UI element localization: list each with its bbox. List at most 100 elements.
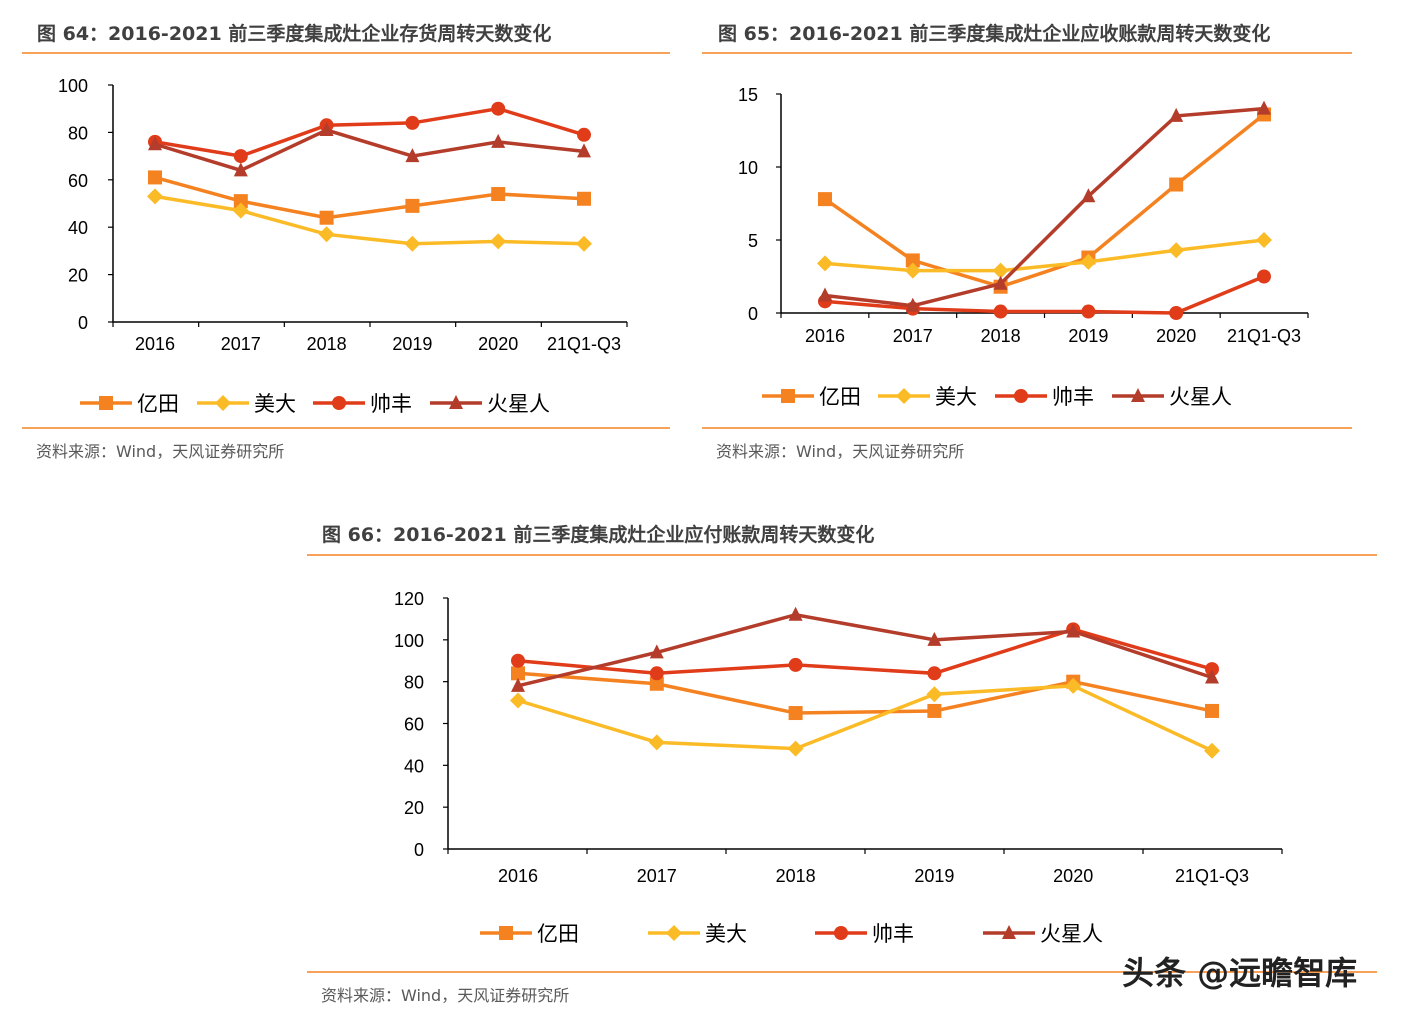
data-point	[1257, 269, 1271, 284]
series-美大	[510, 677, 1220, 759]
data-point	[576, 235, 592, 252]
series-line	[154, 128, 585, 173]
series-line	[154, 175, 585, 220]
chart-3: 图 66：2016-2021 前三季度集成灶企业应付账款周转天数变化资料来源：W…	[307, 523, 1377, 1005]
data-point	[233, 194, 248, 209]
x-tick-label: 2016	[498, 866, 538, 886]
x-tick-label: 2017	[637, 866, 677, 886]
data-point	[649, 644, 664, 659]
legend-marker	[1131, 388, 1145, 402]
data-point	[1204, 742, 1220, 759]
y-tick-label: 40	[404, 756, 424, 776]
legend-label: 美大	[935, 385, 977, 409]
data-point	[648, 734, 665, 751]
series-火星人	[818, 100, 1271, 312]
x-tick-label: 21Q1-Q3	[1175, 866, 1249, 886]
legend-item: 帅丰	[815, 922, 914, 946]
data-point	[1205, 662, 1219, 677]
x-tick-label: 2018	[307, 334, 347, 354]
data-point	[233, 149, 248, 164]
series-line	[517, 612, 1213, 688]
y-tick-label: 60	[404, 715, 424, 735]
legend-label: 美大	[254, 392, 296, 416]
series-美大	[147, 188, 592, 252]
data-point	[404, 235, 421, 252]
y-tick-label: 20	[68, 266, 88, 286]
data-point	[511, 666, 525, 681]
data-point	[1080, 253, 1097, 270]
series-亿田	[511, 666, 1219, 721]
legend-marker	[781, 389, 795, 403]
source-note: 资料来源：Wind，天风证券研究所	[36, 442, 284, 461]
data-point	[904, 262, 921, 279]
data-point	[405, 198, 420, 213]
series-line	[517, 684, 1213, 753]
y-tick-label: 100	[394, 631, 424, 651]
series-line	[517, 627, 1213, 676]
y-tick-label: 80	[68, 123, 88, 143]
data-point	[577, 127, 591, 142]
chart-2: 图 65：2016-2021 前三季度集成灶企业应收账款周转天数变化资料来源：W…	[702, 22, 1352, 461]
data-point	[232, 202, 249, 219]
legend-marker	[449, 395, 463, 409]
y-tick-label: 0	[78, 313, 88, 333]
data-point	[491, 133, 506, 148]
series-火星人	[148, 122, 591, 177]
data-point	[510, 692, 526, 709]
legend-marker	[99, 396, 113, 410]
legend-item: 亿田	[80, 392, 179, 416]
legend-marker	[896, 388, 912, 404]
chart-title: 图 64：2016-2021 前三季度集成灶企业存货周转天数变化	[37, 22, 551, 45]
legend-item: 美大	[648, 922, 747, 946]
data-point	[927, 631, 942, 646]
legend-marker	[1014, 389, 1028, 403]
data-point	[1257, 100, 1271, 115]
data-point	[1081, 188, 1096, 203]
series-line	[824, 238, 1265, 273]
legend-label: 美大	[705, 922, 747, 946]
data-point	[319, 210, 334, 225]
legend-item: 美大	[197, 392, 296, 416]
data-point	[1066, 623, 1081, 638]
data-point	[577, 143, 591, 158]
x-tick-label: 2018	[776, 866, 816, 886]
data-point	[1081, 304, 1096, 319]
data-point	[649, 666, 664, 681]
x-tick-label: 2017	[893, 326, 933, 346]
series-帅丰	[511, 622, 1219, 681]
legend-label: 火星人	[1040, 922, 1103, 946]
data-point	[491, 187, 506, 202]
y-tick-label: 10	[738, 158, 758, 178]
series-line	[154, 194, 585, 246]
data-point	[1205, 669, 1219, 684]
legend-item: 美大	[878, 385, 977, 409]
data-point	[1169, 177, 1184, 192]
y-tick-label: 0	[748, 304, 758, 324]
source-note: 资料来源：Wind，天风证券研究所	[321, 986, 569, 1005]
x-tick-label: 2017	[221, 334, 261, 354]
series-火星人	[511, 606, 1219, 692]
series-line	[517, 671, 1213, 715]
x-tick-label: 2020	[478, 334, 518, 354]
data-point	[318, 226, 335, 243]
data-point	[491, 101, 506, 116]
x-tick-label: 2019	[914, 866, 954, 886]
y-tick-label: 100	[58, 76, 88, 96]
data-point	[1168, 242, 1185, 259]
legend-item: 亿田	[480, 922, 579, 946]
y-tick-label: 80	[404, 673, 424, 693]
data-point	[788, 657, 803, 672]
series-美大	[817, 232, 1272, 279]
series-line	[154, 106, 585, 158]
legend-label: 帅丰	[370, 392, 412, 416]
series-line	[823, 113, 1266, 289]
data-point	[992, 262, 1009, 279]
y-tick-label: 40	[68, 218, 88, 238]
legend-label: 火星人	[487, 392, 550, 416]
legend-marker	[666, 925, 682, 941]
legend-item: 帅丰	[313, 392, 412, 416]
data-point	[927, 703, 942, 718]
y-tick-label: 120	[394, 589, 424, 609]
data-point	[788, 706, 803, 721]
x-tick-label: 2019	[1068, 326, 1108, 346]
